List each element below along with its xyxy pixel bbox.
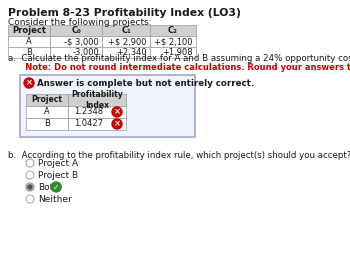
Text: 1.0427: 1.0427 (75, 120, 104, 129)
Bar (68, 106, 126, 118)
Text: ×: × (113, 108, 120, 117)
Text: +2,340: +2,340 (116, 48, 147, 57)
Bar (68, 94, 126, 106)
Text: Project B: Project B (38, 170, 78, 179)
Bar (8, 36, 50, 47)
Text: -3,000: -3,000 (72, 48, 99, 57)
Text: ×: × (113, 120, 120, 129)
Bar (102, 25, 150, 36)
Text: +$ 2,100: +$ 2,100 (154, 37, 193, 46)
Text: -$ 3,000: -$ 3,000 (64, 37, 99, 46)
Bar (102, 36, 150, 47)
Text: Profitability
Index: Profitability Index (71, 90, 123, 110)
Text: Consider the following projects:: Consider the following projects: (8, 18, 152, 27)
Circle shape (112, 119, 122, 129)
Text: Problem 8-23 Profitability Index (LO3): Problem 8-23 Profitability Index (LO3) (8, 8, 241, 18)
Bar (68, 118, 126, 130)
Text: +1,908: +1,908 (162, 48, 193, 57)
Text: 1.2348: 1.2348 (75, 108, 104, 117)
Circle shape (24, 78, 34, 88)
Circle shape (28, 185, 32, 189)
Text: Answer is complete but not entirely correct.: Answer is complete but not entirely corr… (37, 78, 254, 87)
Circle shape (51, 182, 61, 192)
Text: b.  According to the profitability index rule, which project(s) should you accep: b. According to the profitability index … (8, 151, 350, 160)
Text: a.  Calculate the profitability index for A and B assuming a 24% opportunity cos: a. Calculate the profitability index for… (8, 54, 350, 63)
Bar (8, 25, 50, 36)
Text: Project A: Project A (38, 158, 78, 167)
Bar (8, 47, 50, 58)
Bar (150, 25, 196, 36)
Bar (26, 106, 68, 118)
Bar (26, 118, 68, 130)
Text: B: B (44, 120, 50, 129)
Text: B: B (26, 48, 32, 57)
Circle shape (112, 107, 122, 117)
Text: A: A (26, 37, 32, 46)
Bar (50, 25, 102, 36)
Bar (150, 36, 196, 47)
Text: ×: × (26, 78, 33, 87)
Text: Project: Project (32, 95, 63, 104)
Text: C₂: C₂ (168, 26, 178, 35)
Text: A: A (44, 108, 50, 117)
Bar (20, 75, 195, 137)
Text: Both: Both (38, 183, 59, 192)
Text: +$ 2,900: +$ 2,900 (108, 37, 147, 46)
Text: Note: Do not round intermediate calculations. Round your answers to 4 decimal pl: Note: Do not round intermediate calculat… (8, 63, 350, 72)
Text: ✓: ✓ (53, 183, 60, 192)
Bar (50, 36, 102, 47)
Text: C₁: C₁ (121, 26, 131, 35)
Bar (102, 47, 150, 58)
Text: Neither: Neither (38, 195, 72, 204)
Text: C₀: C₀ (71, 26, 81, 35)
Bar (26, 94, 68, 106)
Bar (50, 47, 102, 58)
Text: Project: Project (12, 26, 46, 35)
Bar (150, 47, 196, 58)
